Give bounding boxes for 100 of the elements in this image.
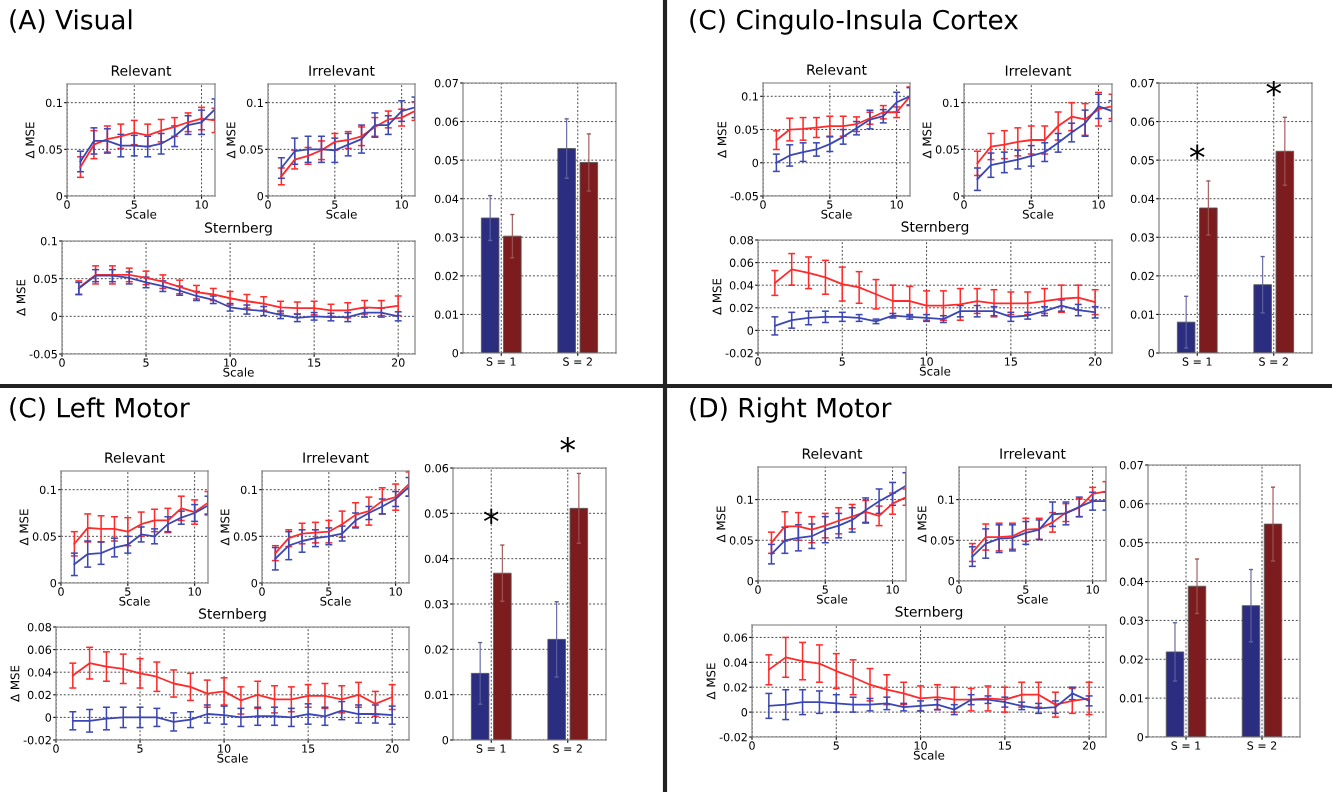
y-tick-label: 0.1: [246, 98, 263, 108]
x-tick-label: 10: [886, 585, 899, 594]
annotation: *: [1266, 80, 1282, 97]
y-tick-label: 0.07: [1130, 78, 1154, 88]
y-tick-label: 0: [948, 576, 955, 586]
y-tick-label: 0.1: [45, 98, 62, 108]
y-tick-label: 0.05: [935, 145, 959, 154]
chart-title: Sternberg: [199, 608, 266, 622]
y-tick-label: 0.1: [40, 236, 57, 246]
x-tick-label: S = 1: [1182, 357, 1212, 366]
y-tick-label: 0.06: [1130, 117, 1155, 126]
y-tick-label: -0.05: [29, 349, 57, 359]
y-tick-label: 0.02: [27, 690, 51, 700]
y-tick-label: 0.04: [1119, 577, 1144, 586]
y-tick-label: 0.02: [1119, 655, 1143, 664]
y-axis-title: Δ MSE: [717, 121, 727, 158]
x-tick-label: 5: [1023, 585, 1029, 594]
x-tick-label: 5: [1028, 200, 1034, 209]
x-tick-label: 5: [839, 357, 845, 366]
x-tick-label: 10: [1092, 200, 1105, 209]
y-tick-label: 0.02: [424, 645, 448, 654]
y-tick-label: 0.07: [1119, 460, 1143, 470]
x-tick-label: 10: [920, 357, 933, 366]
x-tick-label: S = 2: [563, 357, 592, 366]
x-tick-label: 0: [760, 200, 766, 209]
y-tick-label: 0.1: [942, 98, 959, 108]
y-tick-label: 0.1: [39, 485, 56, 495]
y-tick-label: 0.04: [424, 554, 449, 564]
y-axis-title: Δ MSE: [19, 509, 29, 546]
x-tick-label: 15: [302, 744, 315, 753]
y-tick-label: 0: [747, 576, 754, 586]
x-tick-label: 10: [218, 744, 231, 753]
y-axis-title: Δ MSE: [712, 278, 722, 315]
y-axis-title: Δ MSE: [706, 663, 716, 700]
x-tick-label: 0: [64, 200, 70, 209]
x-axis-title: Scale: [919, 366, 951, 376]
y-tick-label: 0: [56, 191, 63, 201]
y-tick-label: 0.01: [1119, 694, 1143, 703]
y-tick-label: 0.05: [38, 145, 62, 154]
chart-title: Irrelevant: [303, 452, 369, 463]
annotation: *: [1189, 144, 1205, 160]
y-tick-label: -0.05: [730, 191, 758, 201]
y-tick-label: 0.1: [240, 485, 257, 495]
x-tick-label: 15: [999, 741, 1011, 750]
y-tick-label: 0.04: [434, 194, 459, 204]
x-tick-label: 5: [326, 587, 332, 596]
y-tick-label: 0.05: [930, 536, 954, 545]
chart-title: Irrelevant: [1000, 448, 1066, 459]
x-tick-label: 10: [224, 358, 237, 367]
x-tick-label: 5: [822, 585, 828, 594]
x-axis-title: Scale: [320, 596, 351, 606]
y-tick-label: 0.08: [729, 235, 754, 245]
y-tick-label: 0.05: [729, 536, 753, 545]
y-tick-label: 0.08: [27, 622, 52, 632]
y-tick-label: -0.02: [725, 348, 753, 358]
x-tick-label: S = 2: [1247, 741, 1277, 750]
y-tick-label: 0.1: [741, 92, 758, 101]
y-tick-label: 0.05: [1119, 538, 1143, 548]
x-tick-label: S = 1: [1171, 741, 1201, 750]
y-tick-label: 0: [45, 713, 52, 722]
y-tick-label: 0.05: [33, 274, 57, 284]
x-axis-title: Scale: [326, 209, 357, 219]
y-tick-label: 0.05: [1130, 156, 1154, 165]
y-tick-label: 0.05: [233, 532, 257, 541]
x-axis-title: Scale: [913, 750, 945, 760]
x-tick-label: 20: [391, 358, 405, 367]
x-tick-label: 20: [1082, 741, 1096, 750]
chart-title: Sternberg: [901, 221, 969, 235]
x-tick-label: S = 2: [1259, 357, 1288, 366]
x-tick-label: 15: [308, 358, 321, 367]
x-axis-title: Scale: [223, 367, 254, 377]
y-tick-label: 0.07: [434, 78, 458, 88]
x-tick-label: 10: [188, 587, 201, 596]
x-tick-label: 5: [332, 200, 338, 209]
x-tick-label: 10: [914, 741, 927, 750]
y-tick-label: 0.02: [434, 271, 458, 281]
y-tick-label: 0.06: [424, 463, 449, 473]
x-tick-label: 10: [1086, 585, 1099, 594]
y-tick-label: 0: [1137, 732, 1144, 742]
y-tick-label: 0.06: [27, 645, 52, 654]
x-tick-label: 10: [389, 587, 402, 596]
chart-title: Relevant: [105, 452, 165, 463]
y-tick-label: 0.05: [32, 532, 56, 541]
y-tick-label: 0: [452, 348, 459, 358]
x-axis-title: Scale: [119, 596, 150, 606]
y-tick-label: 0: [741, 708, 748, 717]
x-tick-label: 5: [131, 200, 137, 209]
y-axis-title: Δ MSE: [25, 122, 35, 159]
y-tick-label: 0.05: [424, 509, 448, 518]
text: *: [560, 437, 576, 453]
x-tick-label: 10: [195, 200, 208, 209]
x-axis-title: Scale: [217, 753, 248, 763]
y-tick-label: 0.04: [27, 668, 52, 677]
x-tick-label: 10: [890, 200, 903, 209]
x-axis-title: Scale: [821, 209, 852, 219]
y-tick-label: 0: [51, 312, 58, 321]
chart-title: Relevant: [807, 64, 867, 75]
y-tick-label: -0.02: [23, 735, 51, 745]
y-tick-label: 0.04: [1130, 194, 1155, 204]
y-tick-label: 0.05: [434, 156, 458, 165]
